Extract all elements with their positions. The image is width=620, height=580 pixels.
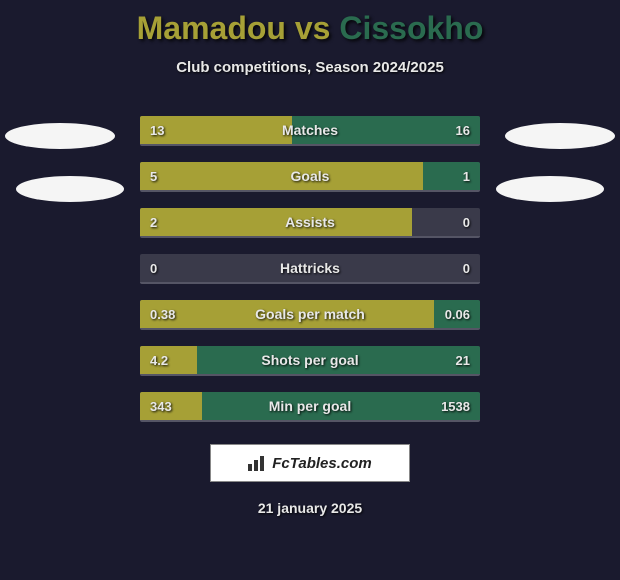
stat-value-right: 0 [463,254,470,282]
stat-row: 2 0Assists [140,208,480,238]
stat-label: Shots per goal [140,346,480,374]
decoration-ellipse [496,176,604,202]
stat-value-right: 0 [463,208,470,236]
decoration-ellipse [16,176,124,202]
stat-value-left: 0.38 [150,300,175,328]
vs-text: vs [295,10,331,46]
stat-label: Min per goal [140,392,480,420]
stat-label: Goals [140,162,480,190]
stat-row: 4.2 21Shots per goal [140,346,480,376]
stat-row: 343 1538Min per goal [140,392,480,422]
stat-label: Matches [140,116,480,144]
stat-value-right: 16 [456,116,470,144]
player2-name: Cissokho [339,10,483,46]
stat-value-right: 1 [463,162,470,190]
stat-value-left: 13 [150,116,164,144]
stat-label: Hattricks [140,254,480,282]
footer-date: 21 january 2025 [0,500,620,516]
stat-row: 13 16Matches [140,116,480,146]
stat-row: 0 0Hattricks [140,254,480,284]
chart-icon [248,455,268,471]
stat-value-left: 343 [150,392,172,420]
stat-value-right: 1538 [441,392,470,420]
stat-label: Goals per match [140,300,480,328]
stat-row: 0.38 0.06Goals per match [140,300,480,330]
decoration-ellipse [5,123,115,149]
stat-label: Assists [140,208,480,236]
stat-value-left: 2 [150,208,157,236]
stat-value-left: 4.2 [150,346,168,374]
stats-container: 1316Matches51Goals20Assists00Hattricks0.… [140,116,480,422]
stat-value-right: 0.06 [445,300,470,328]
subtitle: Club competitions, Season 2024/2025 [0,59,620,76]
brand-logo: FcTables.com [210,444,410,482]
stat-row: 5 1Goals [140,162,480,192]
stat-value-left: 5 [150,162,157,190]
player1-name: Mamadou [137,10,286,46]
stat-value-right: 21 [456,346,470,374]
comparison-title: Mamadou vs Cissokho [0,0,620,47]
brand-text: FcTables.com [272,455,371,472]
stat-value-left: 0 [150,254,157,282]
decoration-ellipse [505,123,615,149]
